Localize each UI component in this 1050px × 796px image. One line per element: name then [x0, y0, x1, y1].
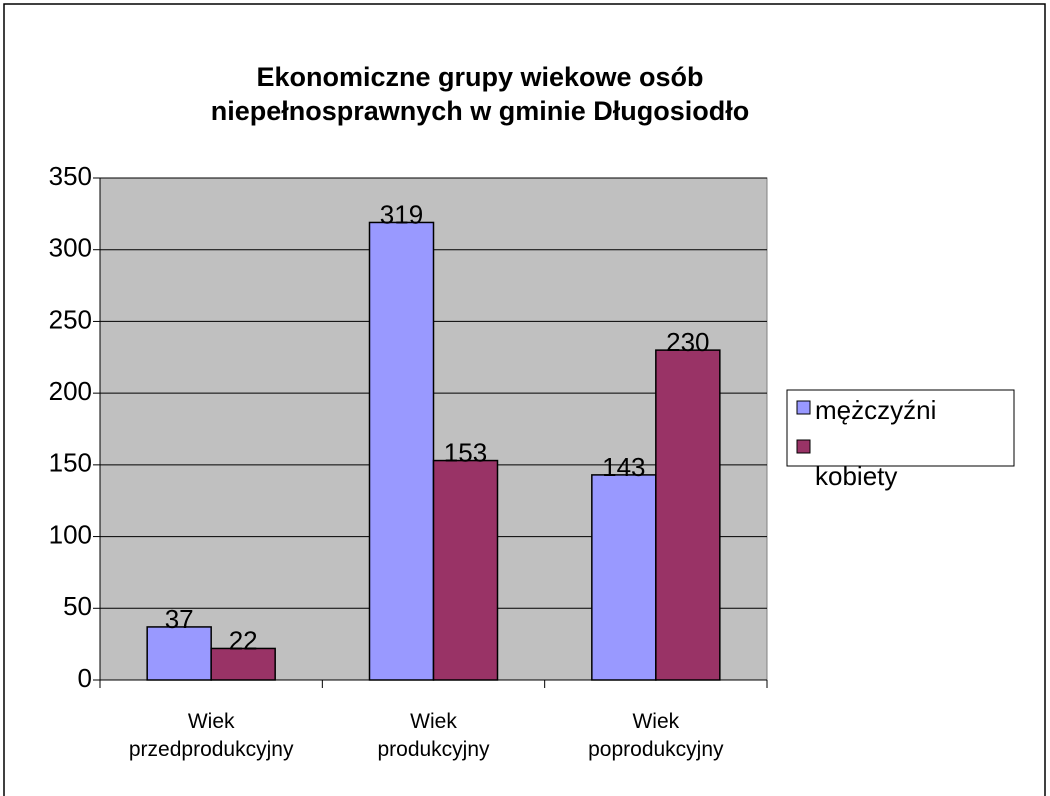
y-tick-label: 150: [49, 448, 92, 478]
bar: [655, 349, 721, 681]
value-label: 37: [165, 604, 194, 634]
y-tick-label: 50: [63, 591, 92, 621]
y-tick-label: 100: [49, 519, 92, 549]
bar: [591, 474, 657, 681]
bar: [432, 459, 499, 681]
legend-swatch: [796, 439, 811, 454]
chart-title: Ekonomiczne grupy wiekowe osób: [256, 62, 703, 92]
y-tick-label: 0: [78, 663, 92, 693]
value-label: 230: [666, 327, 709, 357]
x-tick-label: Wiek przedprodukcyjny: [129, 710, 294, 761]
legend-box: [786, 389, 1015, 467]
value-label: 143: [602, 452, 645, 482]
y-tick-label: 350: [49, 161, 92, 191]
y-tick-label: 200: [49, 376, 92, 406]
bar: [368, 221, 435, 681]
bar: [210, 647, 276, 681]
legend-label: kobiety: [815, 461, 897, 491]
chart-title: niepełnosprawnych w gminie Długosiodło: [211, 96, 750, 126]
bar: [146, 626, 212, 681]
value-label: 153: [444, 437, 487, 467]
y-tick-label: 300: [49, 233, 92, 263]
value-label: 319: [380, 199, 423, 229]
legend-swatch: [796, 400, 811, 415]
value-label: 22: [229, 625, 258, 655]
x-tick-label: Wiek poprodukcyjny: [588, 710, 724, 761]
legend-label: mężczyźni: [815, 395, 936, 425]
y-tick-label: 250: [49, 304, 92, 334]
x-tick-label: Wiek produkcyjny: [377, 710, 490, 761]
